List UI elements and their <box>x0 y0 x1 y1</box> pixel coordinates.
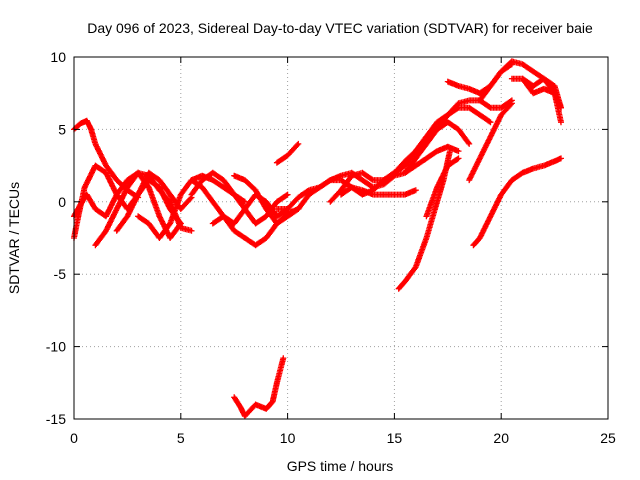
x-tick-label-2: 10 <box>280 430 296 446</box>
series-markers-4 <box>113 169 195 234</box>
series-markers-15 <box>338 104 494 198</box>
grid-lines <box>74 57 608 419</box>
data-markers <box>71 58 564 420</box>
y-axis-label: SDTVAR / TECUs <box>6 182 22 294</box>
y-tick-label-3: 0 <box>58 194 66 210</box>
plot-frame <box>73 56 609 420</box>
series-markers-7 <box>188 169 291 227</box>
series-arc-16 <box>338 104 494 198</box>
series-arc-25 <box>470 155 564 249</box>
y-tick-label-4: 5 <box>58 121 66 137</box>
x-tick-label-5: 25 <box>600 430 616 446</box>
series-markers-24 <box>470 155 564 249</box>
series-arc-12 <box>231 355 287 420</box>
x-tick-label-0: 0 <box>70 430 78 446</box>
series-markers-18 <box>423 155 462 220</box>
x-tick-label-1: 5 <box>177 430 185 446</box>
series-markers-16 <box>402 97 515 176</box>
y-tick-label-1: -10 <box>46 339 66 355</box>
series-arc-19 <box>423 155 462 220</box>
axis-ticks: 0 5 10 15 20 25 -15 -10 -5 0 5 10 <box>46 49 616 446</box>
series-arc-5 <box>113 169 195 234</box>
series-markers-23 <box>466 100 515 184</box>
series-arc-17 <box>402 97 515 176</box>
x-tick-label-4: 20 <box>493 430 509 446</box>
chart-title: Day 096 of 2023, Sidereal Day-to-day VTE… <box>87 20 593 36</box>
series-arc-1 <box>71 117 142 201</box>
series-arc-8 <box>188 169 291 227</box>
series-markers-22 <box>519 75 564 111</box>
series-markers-10 <box>273 140 302 166</box>
x-axis-label: GPS time / hours <box>287 458 394 474</box>
y-tick-label-0: -15 <box>46 411 66 427</box>
y-tick-label-2: -5 <box>54 266 67 282</box>
y-tick-label-5: 10 <box>50 49 66 65</box>
series-arc-24 <box>466 100 515 184</box>
series-markers-11 <box>231 355 287 420</box>
series-arc-23 <box>519 75 564 111</box>
x-tick-label-3: 15 <box>387 430 403 446</box>
series-markers-0 <box>71 117 142 201</box>
series-arc-11 <box>273 140 302 166</box>
